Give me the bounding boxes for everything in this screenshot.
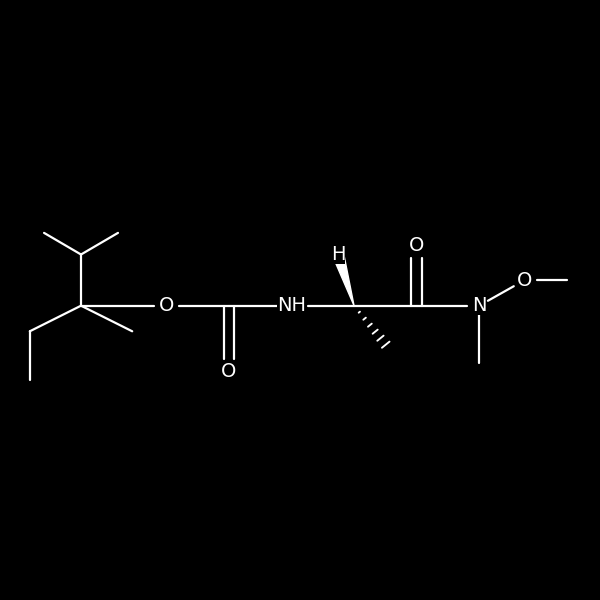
Text: O: O bbox=[221, 362, 236, 380]
Text: O: O bbox=[409, 236, 424, 256]
Text: H: H bbox=[331, 245, 346, 264]
Text: N: N bbox=[472, 296, 487, 315]
Text: O: O bbox=[158, 296, 174, 315]
Polygon shape bbox=[332, 253, 354, 305]
Text: NH: NH bbox=[277, 296, 306, 315]
Text: O: O bbox=[517, 271, 532, 290]
